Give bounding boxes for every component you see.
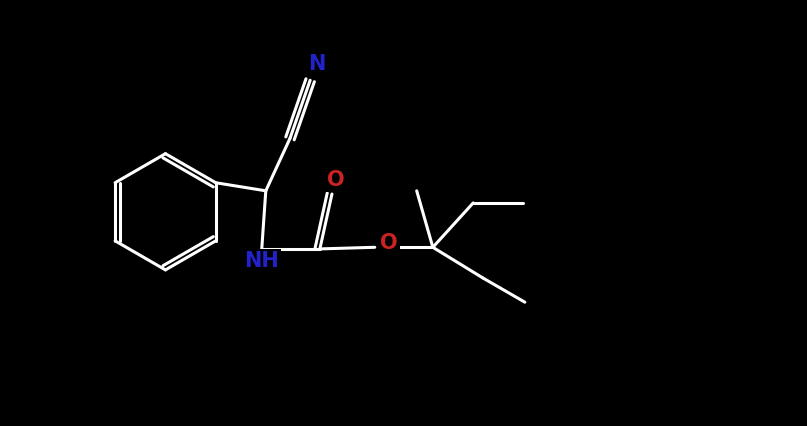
Text: O: O (327, 170, 345, 190)
Text: N: N (308, 54, 325, 74)
Text: O: O (380, 233, 398, 253)
Text: NH: NH (245, 251, 279, 271)
